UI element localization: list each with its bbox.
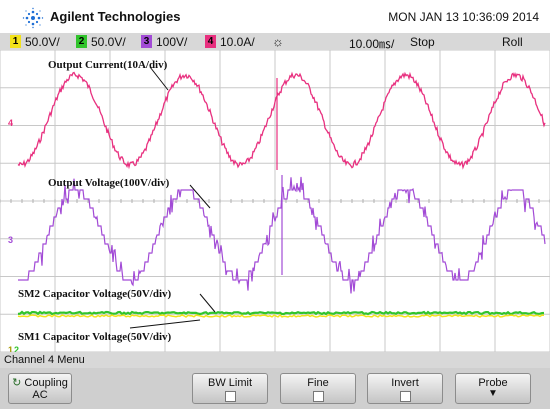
fine-checkbox[interactable] — [312, 391, 324, 402]
waveform-display: Output Current(10A/div) Output Voltage(1… — [0, 50, 550, 355]
bw-limit-label: BW Limit — [208, 377, 252, 389]
coupling-text: Coupling — [24, 377, 68, 389]
coupling-label: ↻ Coupling — [9, 377, 71, 389]
channel-2-number: 2 — [76, 35, 87, 48]
channel-3-indicator[interactable]: 3 100V/ — [141, 34, 187, 49]
sm2-capacitor-trace — [17, 310, 545, 316]
sm1-label: SM1 Capacitor Voltage(50V/div) — [18, 331, 172, 343]
channel-4-scale: 10.0A/ — [220, 34, 255, 49]
channel-4-number: 4 — [205, 35, 216, 48]
channel-3-ground-marker[interactable]: 3 — [8, 235, 14, 245]
refresh-icon: ↻ — [12, 377, 22, 389]
coupling-value: AC — [32, 389, 48, 401]
channel-1-ground-marker[interactable]: 1 — [8, 345, 14, 355]
trigger-icon: ☼ — [272, 34, 284, 49]
current-leader-line — [149, 66, 169, 91]
bw-limit-checkbox[interactable] — [224, 391, 236, 402]
channel-3-scale: 100V/ — [156, 34, 188, 49]
output-current-trace — [17, 71, 546, 170]
fine-label: Fine — [307, 377, 329, 389]
run-state: Stop — [410, 35, 435, 49]
channel-1-number: 1 — [10, 35, 21, 48]
acquisition-mode: Roll — [502, 35, 523, 49]
channel-status-bar: 1 50.0V/ 2 50.0V/ 3 100V/ 4 10.0A/ — [0, 33, 550, 50]
brand-name: Agilent Technologies — [50, 9, 181, 24]
channel-1-indicator[interactable]: 1 50.0V/ — [10, 34, 60, 49]
channel-3-number: 3 — [141, 35, 152, 48]
menu-title: Channel 4 Menu — [0, 352, 550, 368]
invert-softkey[interactable]: Invert — [367, 373, 443, 404]
invert-checkbox[interactable] — [399, 391, 411, 402]
sm2-label: SM2 Capacitor Voltage(50V/div) — [18, 288, 172, 300]
channel-4-ground-marker[interactable]: 4 — [8, 118, 14, 128]
date-time: MON JAN 13 10:36:09 2014 — [388, 10, 539, 24]
channel-2-ground-marker[interactable]: 2 — [14, 345, 20, 355]
sm2-leader-line — [199, 293, 216, 313]
sm1-capacitor-trace — [17, 313, 545, 318]
timebase: 10.00㎳/ — [349, 37, 395, 51]
fine-softkey[interactable]: Fine — [280, 373, 356, 404]
channel-2-scale: 50.0V/ — [91, 34, 126, 49]
voltage-label: Output Voltage(100V/div) — [48, 177, 170, 189]
coupling-softkey[interactable]: ↻ Coupling AC — [8, 373, 72, 404]
header-bar: Agilent Technologies MON JAN 13 10:36:09… — [0, 0, 550, 33]
voltage-leader-line — [189, 184, 211, 209]
probe-label: Probe — [478, 377, 508, 389]
channel-2-indicator[interactable]: 2 50.0V/ — [76, 34, 126, 49]
softkey-bar: ↻ Coupling AC BW Limit Fine Invert Probe… — [0, 368, 550, 409]
probe-softkey[interactable]: Probe ▼ — [455, 373, 531, 404]
channel-1-scale: 50.0V/ — [25, 34, 60, 49]
channel-4-indicator[interactable]: 4 10.0A/ — [205, 34, 255, 49]
waveform-canvas — [0, 50, 550, 352]
arrow-down-icon: ▼ — [488, 388, 498, 399]
current-label: Output Current(10A/div) — [48, 59, 168, 71]
invert-label: Invert — [391, 377, 419, 389]
agilent-logo-icon — [22, 7, 44, 29]
sm1-leader-line — [129, 319, 201, 329]
bw-limit-softkey[interactable]: BW Limit — [192, 373, 268, 404]
